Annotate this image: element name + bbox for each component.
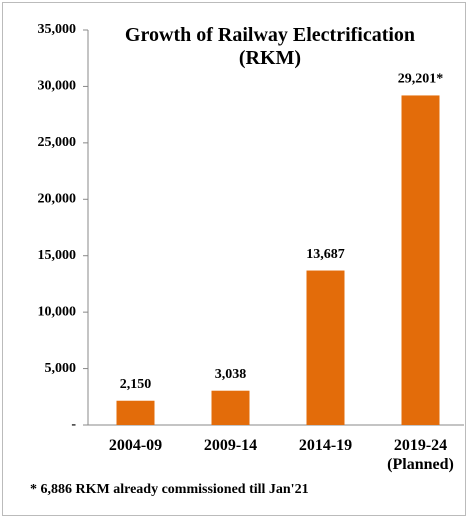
y-tick-label: 5,000 — [45, 361, 77, 376]
y-tick-label: 35,000 — [38, 22, 77, 37]
y-tick-label: 30,000 — [38, 79, 77, 94]
footnote: * 6,886 RKM already commissioned till Ja… — [30, 482, 309, 497]
value-label: 29,201* — [398, 72, 444, 87]
bar — [401, 95, 440, 425]
bar — [116, 400, 155, 425]
x-tick-label: 2014-19 — [298, 437, 353, 454]
value-label: 2,150 — [120, 377, 152, 392]
frame — [2, 2, 466, 516]
x-tick-label: 2004-09 — [108, 437, 163, 454]
y-tick-label: 20,000 — [38, 192, 77, 207]
y-tick-label: 10,000 — [38, 304, 77, 319]
y-tick-label: 25,000 — [38, 135, 77, 150]
x-tick-label: 2019-24 (Planned) — [387, 437, 454, 473]
x-tick-label: 2009-14 — [203, 437, 258, 454]
bar — [306, 270, 345, 425]
value-label: 13,687 — [306, 247, 345, 262]
bar — [211, 390, 250, 425]
chart-title: Growth of Railway Electrification (RKM) — [124, 24, 416, 69]
value-label: 3,038 — [215, 367, 247, 382]
y-tick-label: 15,000 — [38, 248, 77, 263]
y-tick-label: - — [71, 417, 76, 432]
